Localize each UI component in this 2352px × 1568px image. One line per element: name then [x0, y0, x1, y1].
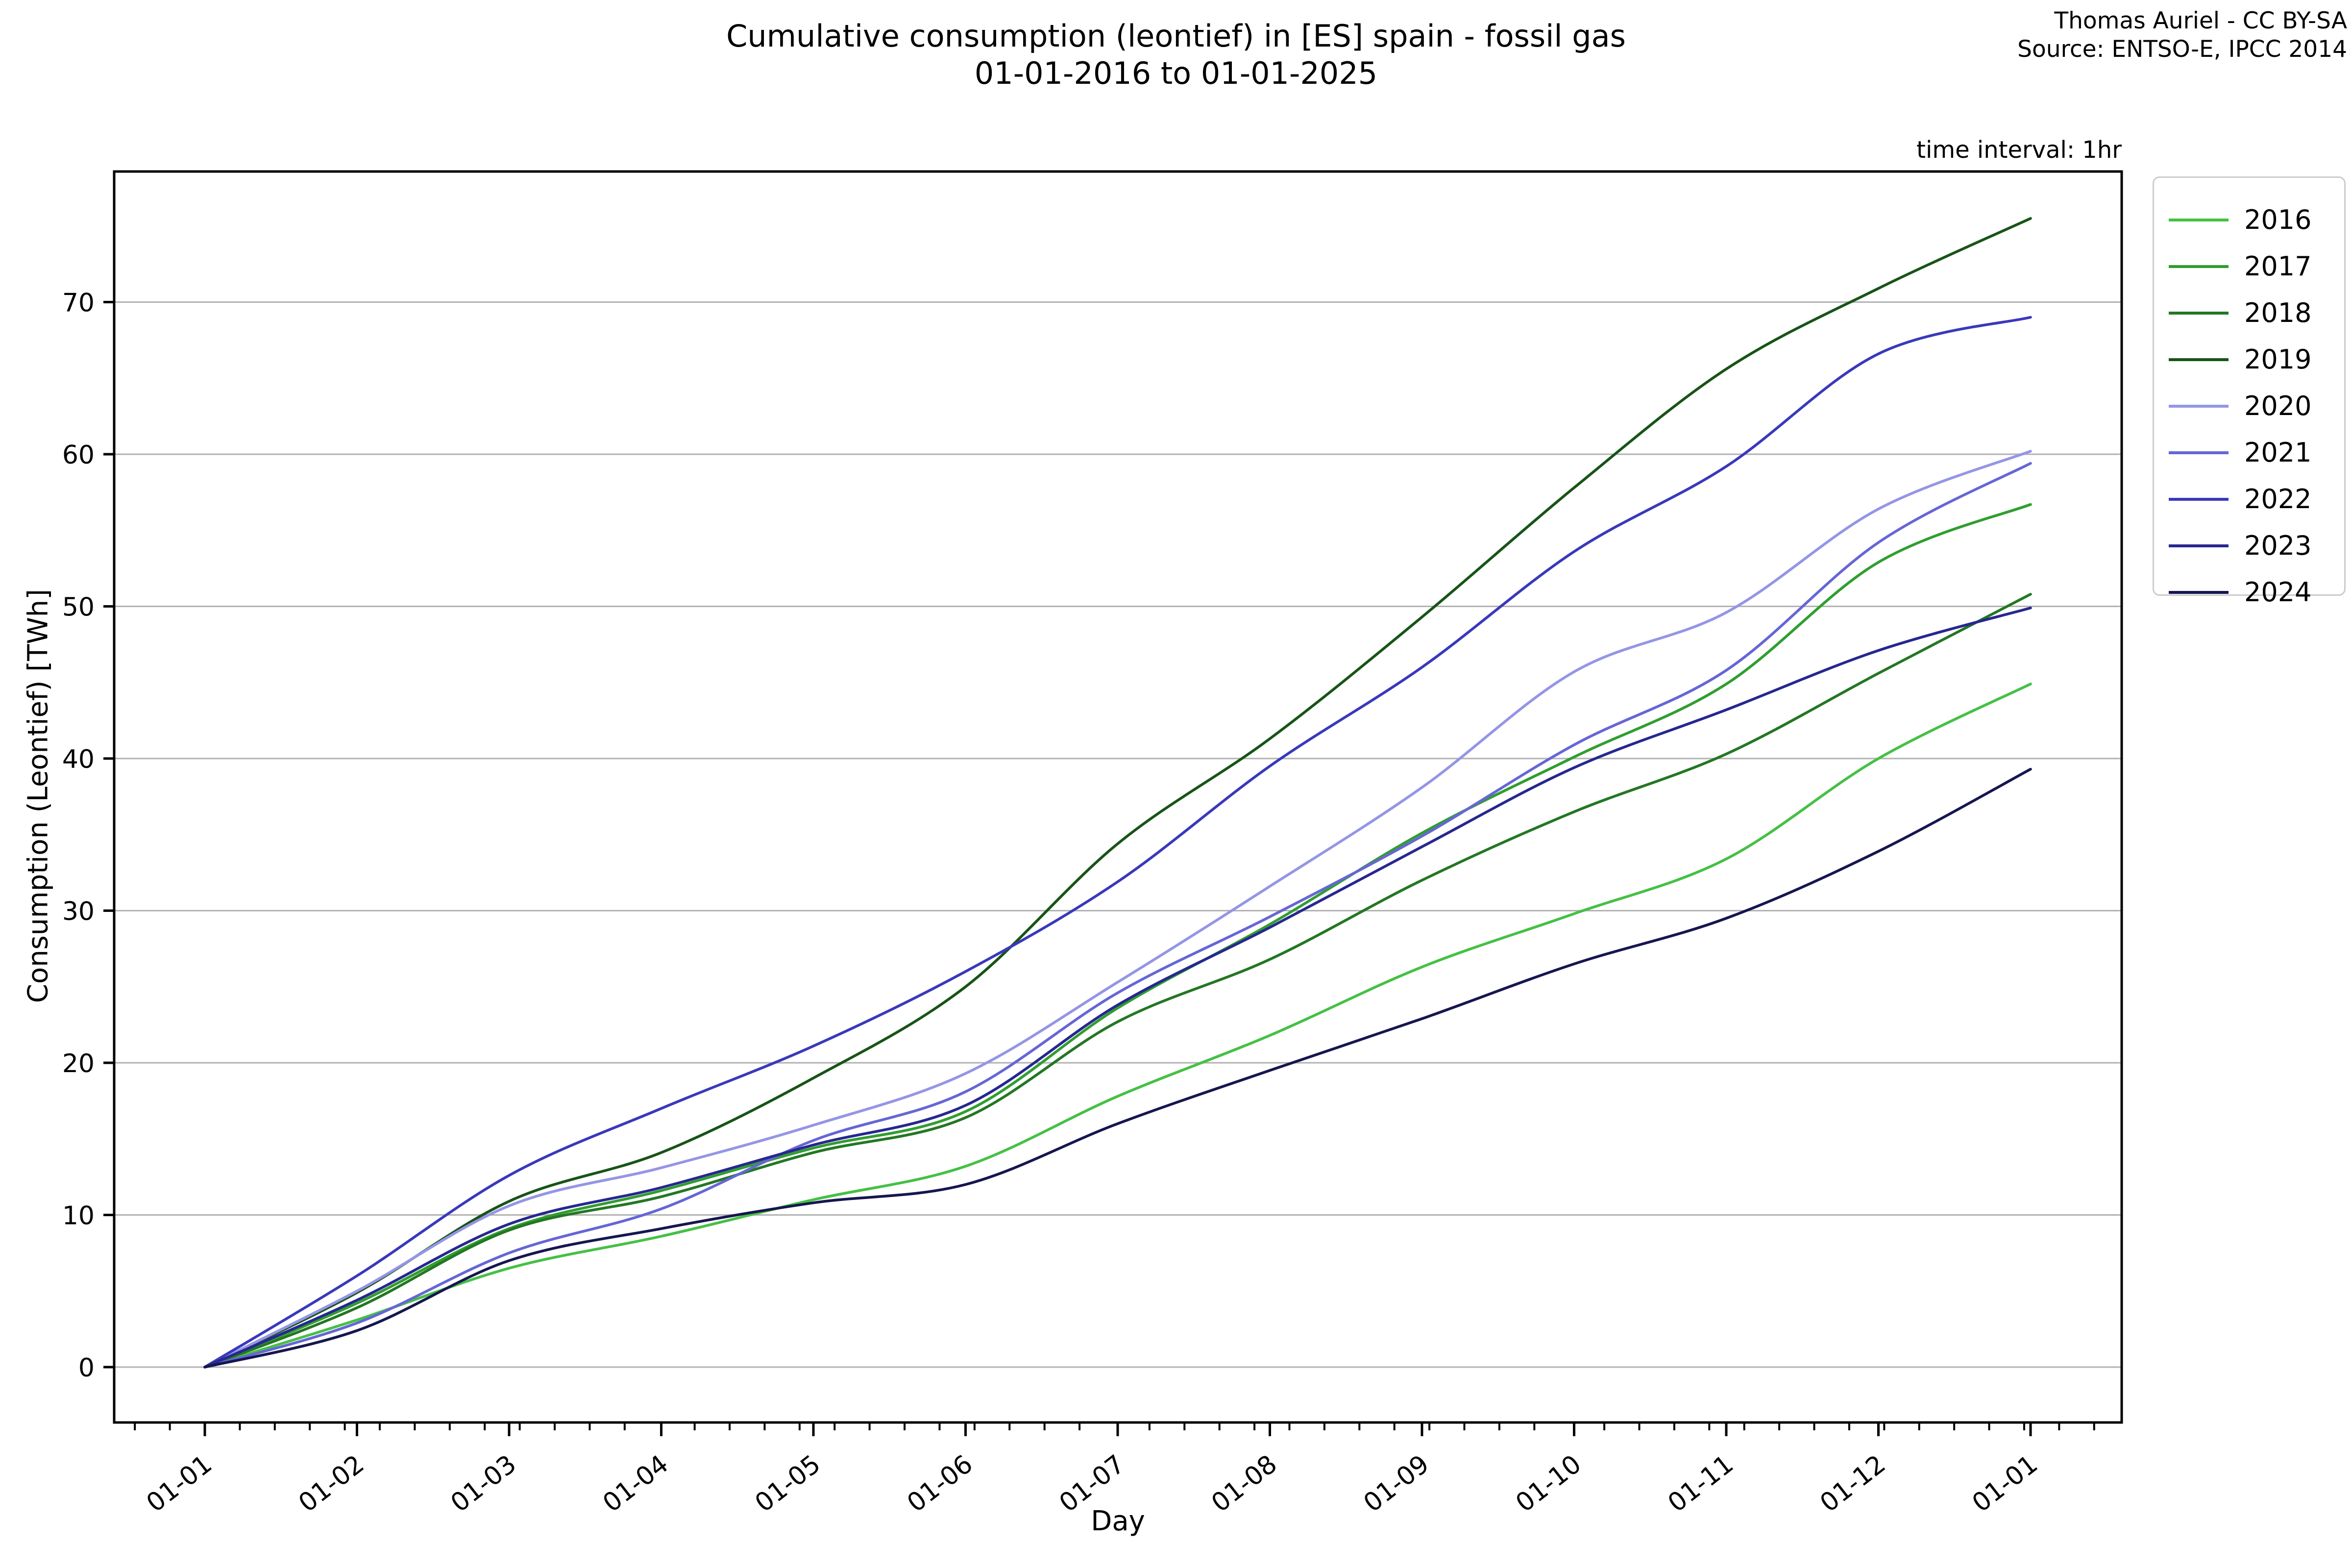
legend-item-2018: 2018: [2169, 290, 2344, 336]
legend-item-2021: 2021: [2169, 429, 2344, 476]
legend-line-swatch-2018: [2169, 311, 2229, 315]
series-line-2022: [203, 316, 2032, 1369]
series-line-2021: [203, 462, 2032, 1369]
series-line-2020: [203, 450, 2032, 1369]
legend-item-2024: 2024: [2169, 569, 2344, 615]
legend-line-swatch-2017: [2169, 265, 2229, 268]
y-tick-label: 70: [62, 289, 95, 318]
y-tick-label: 0: [78, 1353, 95, 1383]
x-axis-label: Day: [1091, 1505, 1145, 1537]
legend-line-swatch-2024: [2169, 590, 2229, 594]
series-line-2023: [203, 606, 2032, 1369]
legend: 2016 2017 2018 2019 2020 2021 2022 2023 2024: [2153, 176, 2346, 608]
legend-line-swatch-2020: [2169, 404, 2229, 408]
y-tick-label: 50: [62, 593, 95, 622]
legend-label-2018: 2018: [2244, 297, 2312, 328]
series-line-2017: [203, 503, 2032, 1369]
legend-item-2016: 2016: [2169, 196, 2344, 243]
legend-line-swatch-2021: [2169, 451, 2229, 454]
series-line-2024: [203, 767, 2032, 1369]
series-line-2019: [203, 217, 2032, 1369]
chart-title: Cumulative consumption (leontief) in [ES…: [196, 18, 2156, 92]
legend-label-2022: 2022: [2244, 484, 2312, 514]
legend-label-2024: 2024: [2244, 577, 2312, 608]
legend-item-2019: 2019: [2169, 336, 2344, 383]
legend-label-2021: 2021: [2244, 437, 2312, 468]
series-line-2018: [203, 592, 2032, 1369]
y-tick-label: 60: [62, 441, 95, 470]
legend-line-swatch-2019: [2169, 358, 2229, 361]
legend-line-swatch-2022: [2169, 497, 2229, 501]
legend-label-2019: 2019: [2244, 344, 2312, 375]
y-axis-label: Consumption (Leontief) [TWh]: [22, 588, 54, 1004]
chart-title-line-1: Cumulative consumption (leontief) in [ES…: [726, 18, 1626, 54]
legend-item-2022: 2022: [2169, 476, 2344, 522]
y-tick-label: 20: [62, 1049, 95, 1078]
y-tick-label: 30: [62, 897, 95, 927]
legend-item-2023: 2023: [2169, 522, 2344, 569]
legend-label-2017: 2017: [2244, 251, 2312, 282]
legend-item-2020: 2020: [2169, 383, 2344, 429]
attribution-author: Thomas Auriel - CC BY-SA: [2054, 7, 2347, 34]
legend-label-2020: 2020: [2244, 391, 2312, 421]
plot-border: [113, 170, 2123, 1424]
legend-line-swatch-2016: [2169, 218, 2229, 221]
attribution-source: Source: ENTSO-E, IPCC 2014: [2017, 36, 2347, 63]
attribution: Thomas Auriel - CC BY-SA Source: ENTSO-E…: [1661, 7, 2347, 64]
chart-title-line-2: 01-01-2016 to 01-01-2025: [974, 55, 1378, 91]
legend-line-swatch-2023: [2169, 544, 2229, 547]
time-interval-annotation: time interval: 1hr: [1916, 136, 2122, 164]
legend-item-2017: 2017: [2169, 243, 2344, 290]
y-tick-label: 10: [62, 1201, 95, 1231]
legend-label-2016: 2016: [2244, 204, 2312, 235]
y-tick-label: 40: [62, 745, 95, 774]
legend-label-2023: 2023: [2244, 530, 2312, 561]
series-line-2016: [203, 683, 2032, 1369]
